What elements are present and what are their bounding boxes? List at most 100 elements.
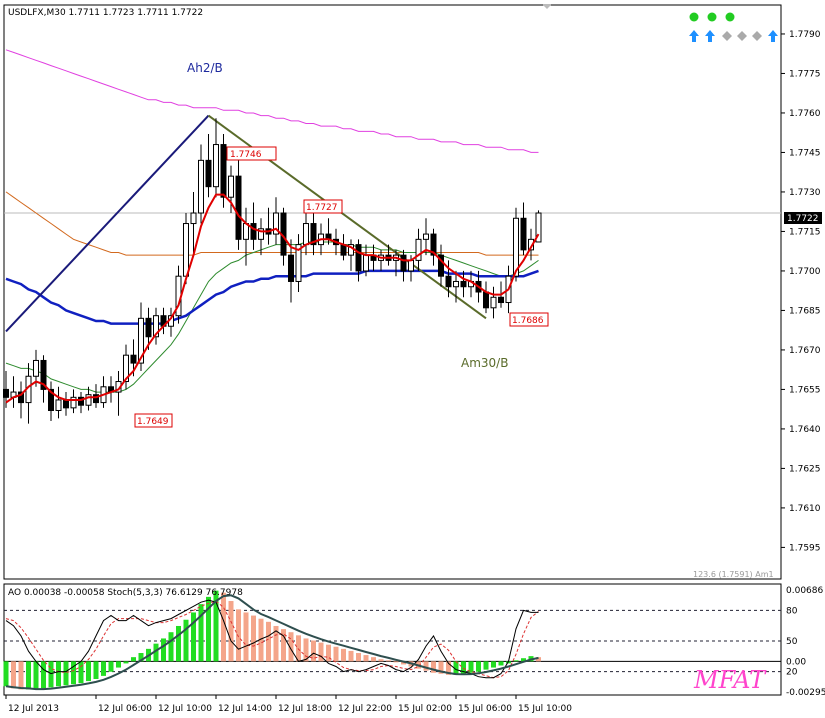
ao-smooth-line (5, 594, 539, 691)
candle-body (78, 396, 84, 406)
candle-body (363, 254, 369, 272)
candle (153, 307, 159, 345)
level-tag-1: 1.7746 (226, 146, 277, 161)
candle (78, 392, 84, 414)
candle (18, 381, 24, 419)
candle (535, 210, 542, 243)
ma-green-line (5, 241, 539, 393)
price-axis-label: 1.7685 (789, 306, 821, 316)
chart-shift-marker-icon[interactable] (542, 4, 552, 9)
price-axis-label: 1.7700 (789, 267, 821, 277)
time-axis-label: 15 Jul 06:00 (458, 704, 512, 714)
ao-bar (431, 661, 436, 673)
price-axis-label: 1.7745 (789, 148, 821, 158)
sub-axis-label: 0.00686 (786, 586, 823, 596)
candle-body (123, 354, 129, 383)
fib-label: 123.6 (1.7591) Am1 (693, 570, 774, 579)
candle (93, 384, 99, 408)
candle-body (355, 244, 362, 272)
ao-bar (326, 644, 331, 662)
candle-body (40, 359, 47, 390)
time-axis-label: 12 Jul 18:00 (278, 704, 332, 714)
level-tag-4: 1.7649 (134, 413, 173, 428)
ma-orange-line (5, 191, 539, 256)
ao-bar (176, 625, 181, 662)
ao-bar (438, 661, 444, 674)
candle-body (303, 223, 309, 246)
ao-bar (258, 618, 264, 662)
svg-text:1.7722: 1.7722 (787, 214, 819, 224)
svg-text:1.7727: 1.7727 (306, 203, 338, 213)
candle-body (483, 291, 489, 309)
price-axis-label: 1.7670 (789, 346, 821, 356)
candle-body (145, 317, 152, 338)
candle (273, 197, 279, 245)
ao-bar (491, 661, 496, 668)
ao-bar (318, 642, 324, 662)
candle-body (490, 296, 497, 309)
price-axis-label: 1.7640 (789, 425, 821, 435)
candle (400, 249, 407, 282)
ao-bar (378, 659, 384, 662)
ao-bar (273, 625, 279, 662)
symbol-header: USDLFX,M30 1.7711 1.7723 1.7711 1.7722 (8, 8, 203, 18)
ao-bar (296, 635, 301, 662)
ao-bar (191, 612, 196, 662)
candle-body (445, 275, 452, 288)
ao-bar (18, 661, 24, 690)
candle-body (213, 144, 219, 188)
candle-body (295, 244, 302, 282)
price-axis-label: 1.7775 (789, 69, 821, 79)
candle-body (63, 399, 69, 409)
candle (445, 260, 452, 298)
candle (213, 118, 219, 198)
ao-bar (341, 648, 346, 662)
svg-text:1.7649: 1.7649 (137, 417, 169, 427)
ao-bar (41, 661, 46, 689)
stoch-signal-line (5, 600, 539, 679)
ao-bar (3, 661, 9, 687)
candle (55, 386, 62, 419)
candle (520, 202, 527, 256)
ma-red-line (5, 193, 540, 404)
ao-bar (93, 661, 99, 680)
ao-bar (183, 619, 189, 662)
wave-label-ah2: Ah2/B (187, 61, 223, 75)
candle (438, 244, 444, 287)
time-axis-label: 12 Jul 2013 (8, 704, 59, 714)
candle-body (70, 396, 77, 409)
time-axis-label: 15 Jul 02:00 (398, 704, 452, 714)
candle-body (453, 280, 459, 288)
ao-bar (498, 661, 504, 666)
time-axis-label: 15 Jul 10:00 (518, 704, 572, 714)
candle-body (258, 228, 264, 240)
up-arrow-icon (689, 30, 699, 42)
ao-bar (303, 638, 309, 662)
wave-label-am30: Am30/B (461, 356, 508, 370)
candle-body (400, 254, 407, 272)
ao-bar (11, 661, 16, 689)
candle (250, 202, 257, 250)
candle (48, 381, 54, 422)
price-axis-label: 1.7610 (789, 504, 821, 514)
ao-bar (266, 621, 271, 662)
up-arrow-icon (768, 30, 778, 42)
level-tag-2: 1.7727 (303, 199, 343, 214)
candle-body (85, 394, 92, 406)
candle (190, 191, 197, 256)
time-axis-label: 12 Jul 10:00 (158, 704, 212, 714)
ao-bar (56, 661, 61, 687)
candle (145, 307, 152, 350)
ao-bar (86, 661, 91, 682)
ao-bar (206, 596, 211, 662)
ao-bar (483, 661, 489, 670)
candle-body (513, 217, 519, 277)
ao-bar (33, 661, 39, 690)
candle (70, 389, 77, 414)
candle-body (190, 212, 197, 225)
sub-axis-label: 20 (786, 668, 798, 678)
price-axis-label: 1.7760 (789, 109, 821, 119)
candle (288, 239, 294, 303)
ao-bar (236, 609, 241, 662)
